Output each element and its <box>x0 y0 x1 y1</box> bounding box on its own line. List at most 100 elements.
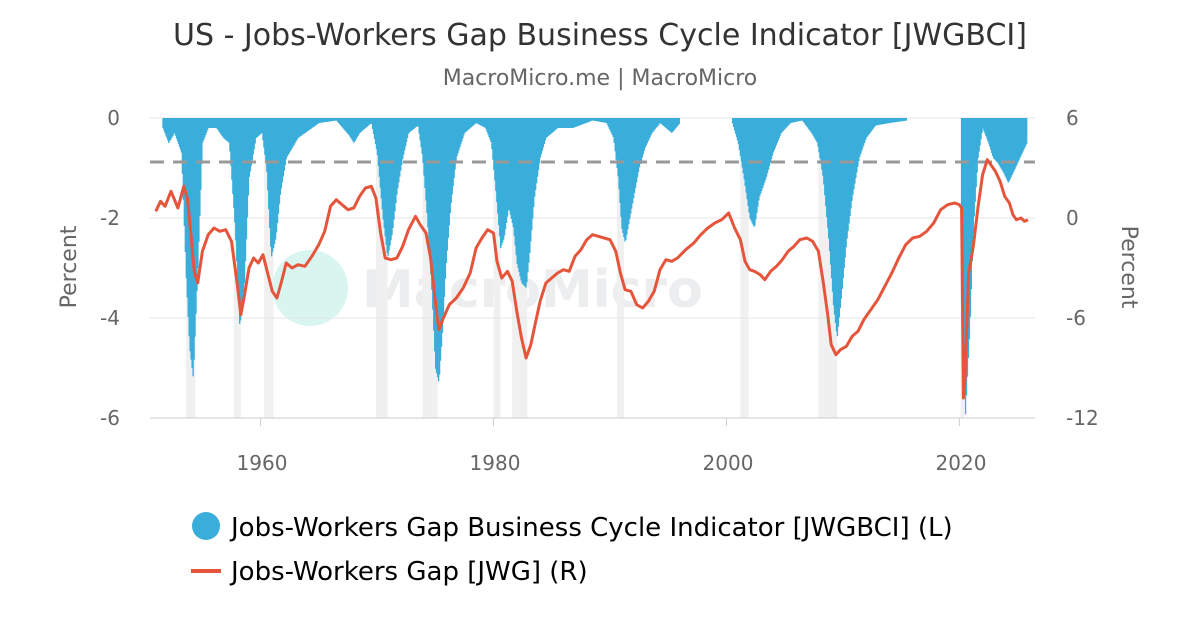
jwgbci-bar <box>1006 118 1008 181</box>
jwgbci-bar <box>498 118 500 226</box>
jwgbci-bar <box>986 118 988 139</box>
jwgbci-bar <box>751 118 753 223</box>
jwgbci-bar <box>296 118 298 140</box>
jwgbci-bar <box>571 118 574 128</box>
jwgbci-bar <box>265 118 267 163</box>
jwgbci-bar <box>595 118 597 122</box>
left-tick-2: -4 <box>100 306 120 330</box>
jwgbci-bar <box>653 118 655 131</box>
jwgbci-bar <box>586 118 588 123</box>
jwgbci-bar <box>987 118 989 141</box>
jwgbci-bar <box>964 118 967 415</box>
jwgbci-bar <box>629 118 631 220</box>
jwgbci-bar <box>411 118 414 131</box>
jwgbci-bar <box>383 118 385 228</box>
jwgbci-bar <box>762 118 764 188</box>
jwgbci-bar <box>246 118 249 218</box>
jwgbci-bar <box>514 118 516 246</box>
jwgbci-bar <box>369 118 372 124</box>
jwgbci-bar <box>670 118 673 133</box>
jwgbci-bar <box>442 118 445 315</box>
jwgbci-bar <box>270 118 272 247</box>
jwgbci-bar <box>891 118 893 123</box>
jwgbci-bar <box>200 118 202 190</box>
legend[interactable]: Jobs-Workers Gap Business Cycle Indicato… <box>191 512 953 587</box>
jwgbci-bar <box>331 118 333 122</box>
jwgbci-bar <box>466 118 468 132</box>
jwgbci-bar <box>175 118 178 139</box>
jwgbci-bar <box>468 118 471 129</box>
jwgbci-bar <box>480 118 482 126</box>
jwgbci-bar <box>563 118 565 128</box>
jwgbci-bar <box>876 118 878 126</box>
jwgbci-bar <box>820 118 822 164</box>
left-tick-3: -6 <box>100 406 120 430</box>
jwgbci-bar <box>1024 118 1026 148</box>
jwgbci-bar <box>813 118 815 138</box>
jwgbci-bar <box>1005 118 1007 179</box>
jwgbci-bar <box>444 118 447 279</box>
jwgbci-bar <box>796 118 799 122</box>
jwgbci-bar <box>202 118 204 143</box>
legend-marker-jwgbci <box>192 512 220 540</box>
jwgbci-bar <box>583 118 585 124</box>
jwgbci-bar <box>263 118 265 148</box>
jwgbci-bar <box>242 118 245 293</box>
jwgbci-bar <box>639 118 642 164</box>
jwgbci-bar <box>199 118 201 216</box>
jwgbci-bar <box>520 118 522 281</box>
jwgbci-bar <box>170 118 172 140</box>
jwgbci-bar <box>609 118 612 131</box>
jwgbci-bar <box>460 118 462 145</box>
jwgbci-bar <box>638 118 641 168</box>
jwgbci-bar <box>394 118 396 212</box>
jwgbci-bar <box>740 118 743 162</box>
jwgbci-bar <box>844 118 846 258</box>
jwgbci-bar <box>264 118 266 155</box>
jwgbci-bar <box>479 118 482 126</box>
jwgbci-bar <box>617 118 619 177</box>
jwgbci-bar <box>302 118 304 135</box>
jwgbci-bar <box>885 118 887 124</box>
jwgbci-bar <box>538 118 541 164</box>
jwgbci-bar <box>280 118 283 189</box>
jwgbci-bar <box>633 118 636 193</box>
jwgbci-bar <box>305 118 308 132</box>
jwgbci-bar <box>1001 118 1004 171</box>
jwgbci-bar <box>249 118 252 172</box>
jwgbci-bar <box>601 118 604 123</box>
jwgbci-bar <box>449 118 451 213</box>
jwgbci-bar <box>443 118 446 297</box>
jwgbci-bar <box>172 118 174 137</box>
jwgbci-bar <box>518 118 520 273</box>
jwgbci-bar <box>543 118 546 144</box>
jwgbci-bar <box>237 118 239 283</box>
jwgbci-bar <box>570 118 573 128</box>
jwgbci-bar <box>676 118 679 127</box>
jwgbci-bar <box>793 118 795 123</box>
jwgbci-bar <box>471 118 474 127</box>
jwgbci-bar <box>980 118 982 140</box>
jwgbci-bar <box>647 118 649 142</box>
jwgbci-bar <box>530 118 532 242</box>
jwgbci-bar <box>899 118 902 122</box>
jwgbci-bar <box>989 118 991 147</box>
right-tick-0: 6 <box>1066 106 1079 130</box>
jwgbci-bar <box>320 118 322 123</box>
jwgbci-bar <box>823 118 825 185</box>
jwgbci-bar <box>780 118 782 134</box>
jwgbci-bar <box>356 118 358 138</box>
jwg-line-series <box>154 158 1029 400</box>
jwgbci-bar <box>882 118 884 125</box>
jwgbci-bar <box>732 118 735 127</box>
jwgbci-bar <box>484 118 486 128</box>
jwgbci-bar <box>671 118 674 133</box>
jwgbci-bar <box>416 118 418 127</box>
jwgbci-bar <box>849 118 851 216</box>
jwgbci-bar <box>761 118 763 191</box>
jwgbci-bar <box>446 118 449 251</box>
jwgbci-bar <box>271 118 274 253</box>
jwgbci-bar <box>832 118 835 306</box>
jwgbci-bar <box>315 118 318 125</box>
jwgbci-bar <box>316 118 318 125</box>
